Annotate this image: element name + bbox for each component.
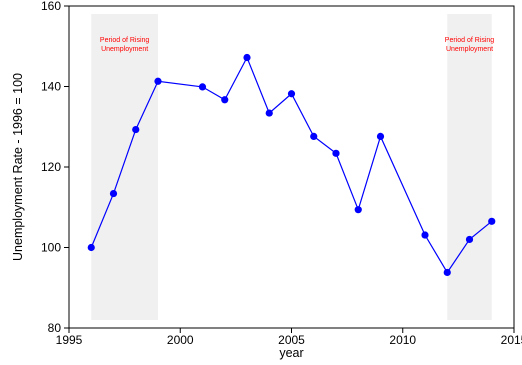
data-point <box>488 217 496 225</box>
x-tick-label: 2005 <box>278 333 305 347</box>
shaded-region-label-line2: Unemployment <box>446 46 493 53</box>
data-point <box>265 109 273 117</box>
data-point <box>287 90 296 98</box>
y-tick-label: 140 <box>41 80 61 94</box>
data-point <box>221 96 229 104</box>
data-point <box>87 243 95 252</box>
y-tick-label: 120 <box>41 160 61 174</box>
data-point <box>443 268 451 277</box>
y-axis-title: Unemployment Rate - 1996 = 100 <box>11 73 25 261</box>
data-point <box>109 189 118 198</box>
x-tick-label: 2000 <box>167 333 194 347</box>
data-point <box>243 53 251 62</box>
data-point <box>132 125 140 134</box>
data-point <box>198 83 207 91</box>
x-tick-label: 1995 <box>56 333 83 347</box>
x-tick-label: 2010 <box>389 333 416 347</box>
shaded-region-2 <box>447 14 492 320</box>
y-tick-label: 100 <box>41 241 61 255</box>
shaded-region-label-line1: Period of Rising <box>445 37 495 44</box>
data-point <box>154 77 162 85</box>
y-tick-label: 80 <box>48 321 62 335</box>
shaded-regions: Period of Rising Unemployment Period of Ri… <box>91 14 494 320</box>
x-axis-title: year <box>279 346 303 360</box>
data-point <box>310 132 318 141</box>
x-tick-label: 2015 <box>501 333 522 347</box>
y-tick-label: 160 <box>41 0 61 13</box>
axes-ticks: 1995 2000 2005 2010 2015 80 100 120 140 160 <box>41 0 522 347</box>
data-point <box>421 231 429 239</box>
data-point <box>376 132 385 141</box>
data-point <box>465 235 474 244</box>
shaded-region-1 <box>91 14 158 320</box>
shaded-region-label-line1: Period of Rising <box>100 37 150 44</box>
data-point <box>332 149 340 157</box>
data-point <box>354 206 362 214</box>
shaded-region-label-line2: Unemployment <box>101 46 148 53</box>
data-series <box>87 53 496 277</box>
